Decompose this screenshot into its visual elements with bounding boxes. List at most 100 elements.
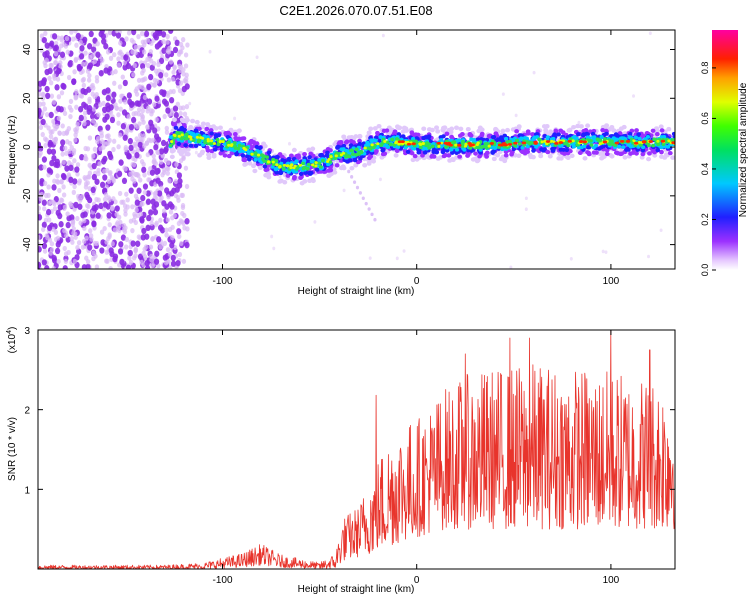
spectral-sample bbox=[380, 148, 385, 153]
spectral-sample bbox=[172, 105, 179, 112]
spectral-sample bbox=[141, 67, 146, 73]
spectral-sample bbox=[298, 163, 303, 167]
spectral-sample bbox=[139, 216, 145, 223]
spectral-sample bbox=[38, 152, 42, 158]
spectral-sample bbox=[53, 136, 58, 143]
spectral-sample bbox=[81, 264, 87, 269]
spectral-sample bbox=[667, 139, 671, 143]
spectral-sample bbox=[146, 177, 151, 183]
spectral-sample bbox=[229, 151, 235, 156]
spectral-sample bbox=[65, 211, 70, 217]
spectral-sample bbox=[87, 170, 93, 176]
spectral-sample bbox=[286, 156, 292, 161]
spectral-sample bbox=[136, 34, 141, 40]
spectral-sample bbox=[67, 148, 72, 154]
spectral-sample bbox=[366, 130, 372, 135]
spectral-sample bbox=[607, 142, 612, 146]
spectral-sample bbox=[184, 117, 190, 123]
spectral-sample bbox=[49, 93, 55, 99]
spectral-sample bbox=[51, 33, 58, 40]
spectral-sample bbox=[275, 163, 279, 167]
spectral-sample bbox=[123, 207, 128, 214]
spectral-sample bbox=[154, 250, 160, 257]
spectral-sample bbox=[103, 192, 109, 198]
spectral-sample bbox=[112, 80, 117, 86]
spectral-sample bbox=[450, 156, 456, 162]
spectral-sample bbox=[165, 107, 171, 114]
spectral-sample bbox=[454, 150, 459, 156]
spectral-sample bbox=[56, 94, 62, 100]
spectral-sample bbox=[41, 259, 47, 266]
spectral-sample bbox=[311, 163, 315, 167]
colorbar-gradient bbox=[712, 30, 738, 270]
spectral-sample bbox=[128, 218, 134, 224]
spectral-sample bbox=[332, 141, 338, 147]
spectral-sample bbox=[313, 220, 317, 224]
snr-y-label: SNR (10 * v/v) bbox=[7, 417, 18, 481]
spectral-sample bbox=[139, 259, 144, 265]
spectral-sample bbox=[193, 143, 199, 148]
x-tick-label: -100 bbox=[212, 276, 232, 287]
spectral-sample bbox=[61, 41, 67, 48]
spectral-sample bbox=[361, 196, 365, 201]
spectral-sample bbox=[292, 174, 297, 180]
spectral-sample bbox=[133, 171, 138, 178]
spectral-sample bbox=[140, 234, 146, 241]
spectral-sample bbox=[140, 114, 146, 120]
spectral-sample bbox=[500, 147, 505, 152]
spectral-sample bbox=[68, 176, 74, 184]
spectral-sample bbox=[92, 240, 98, 246]
spectral-sample bbox=[647, 151, 652, 156]
spectral-sample bbox=[382, 151, 388, 156]
spectral-sample bbox=[108, 104, 114, 111]
spectral-sample bbox=[670, 155, 675, 160]
spectral-sample bbox=[61, 130, 67, 137]
spectral-sample bbox=[272, 246, 276, 251]
spectral-sample bbox=[118, 98, 123, 104]
spectral-sample bbox=[627, 131, 633, 136]
spectral-sample bbox=[593, 143, 599, 148]
spectral-sample bbox=[334, 154, 338, 158]
spectral-sample bbox=[72, 258, 78, 264]
spectral-sample bbox=[81, 238, 87, 244]
spectral-sample bbox=[161, 208, 167, 214]
spectral-sample bbox=[320, 158, 325, 163]
spectral-sample bbox=[550, 143, 555, 148]
spectral-sample bbox=[68, 201, 73, 207]
spectral-sample bbox=[95, 41, 100, 47]
spectral-sample bbox=[232, 144, 237, 149]
spectral-sample bbox=[65, 49, 71, 55]
spectral-sample bbox=[101, 144, 106, 150]
y-tick-label: 40 bbox=[22, 44, 33, 56]
spectral-sample bbox=[414, 136, 420, 141]
spectral-sample bbox=[362, 163, 368, 168]
spectral-sample bbox=[545, 135, 550, 140]
spectral-sample bbox=[436, 141, 442, 145]
spectral-sample bbox=[368, 256, 372, 260]
spectral-sample bbox=[162, 167, 167, 173]
spectral-sample bbox=[74, 104, 79, 110]
spectral-sample bbox=[48, 199, 54, 205]
spectral-sample bbox=[435, 129, 441, 134]
spectral-sample bbox=[62, 245, 67, 252]
spectral-sample bbox=[60, 139, 66, 146]
spectral-sample bbox=[498, 156, 504, 162]
spectral-sample bbox=[149, 257, 154, 263]
spectral-sample bbox=[171, 88, 176, 95]
spectral-sample bbox=[71, 150, 76, 156]
spectral-sample bbox=[609, 154, 615, 159]
spectral-sample bbox=[57, 130, 62, 136]
spectral-sample bbox=[84, 191, 90, 199]
spectral-sample bbox=[222, 153, 228, 158]
spectral-sample bbox=[601, 249, 605, 254]
spectral-sample bbox=[271, 160, 275, 164]
spectral-sample bbox=[654, 131, 660, 137]
spectral-sample bbox=[648, 31, 652, 36]
spectral-sample bbox=[344, 159, 350, 164]
spectral-sample bbox=[641, 140, 647, 144]
spectral-sample bbox=[94, 178, 100, 185]
spectral-sample bbox=[73, 30, 78, 34]
spectral-sample bbox=[153, 144, 159, 151]
spectral-sample bbox=[648, 140, 653, 143]
spectral-sample bbox=[91, 85, 96, 91]
